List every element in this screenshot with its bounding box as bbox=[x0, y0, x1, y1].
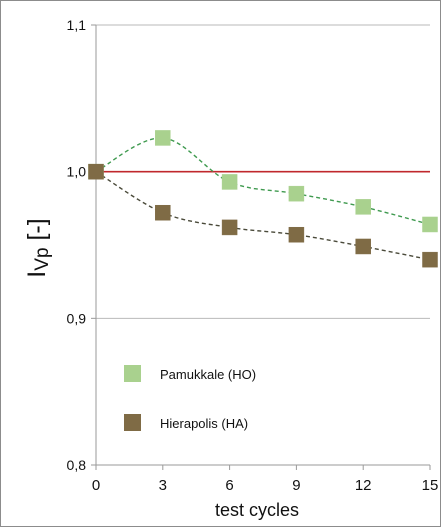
x-tick-label: 9 bbox=[292, 477, 300, 494]
legend-marker bbox=[124, 365, 141, 382]
data-point bbox=[88, 164, 104, 180]
x-tick-label: 6 bbox=[225, 477, 233, 494]
data-markers bbox=[88, 130, 438, 268]
x-tick-label: 0 bbox=[92, 477, 100, 494]
data-point bbox=[355, 238, 371, 255]
data-point bbox=[355, 199, 371, 215]
y-tick-label: 0,9 bbox=[67, 310, 87, 326]
y-axis-label: IVp [-] bbox=[23, 218, 53, 277]
data-point bbox=[155, 204, 171, 221]
x-tick-label: 15 bbox=[422, 477, 439, 494]
data-point bbox=[221, 219, 238, 236]
y-axis-label-unit: [-] bbox=[23, 218, 51, 247]
x-tick-label: 3 bbox=[159, 477, 167, 494]
trend-line bbox=[95, 171, 431, 261]
y-tick-label: 1,0 bbox=[67, 164, 87, 180]
x-tick-label: 12 bbox=[355, 477, 372, 494]
data-point bbox=[422, 216, 438, 233]
y-axis-label-main: I bbox=[23, 271, 51, 278]
data-point bbox=[422, 251, 438, 268]
trend-line bbox=[95, 137, 431, 226]
data-point bbox=[221, 174, 238, 190]
legend-label: Pamukkale (HO) bbox=[160, 367, 256, 382]
y-axis-label-subscript: Vp bbox=[32, 247, 53, 270]
data-point bbox=[288, 185, 305, 202]
legend: Pamukkale (HO) Hierapolis (HA) bbox=[124, 365, 256, 431]
y-tick-label: 0,8 bbox=[67, 457, 87, 473]
x-axis-label: test cycles bbox=[215, 500, 299, 520]
legend-label: Hierapolis (HA) bbox=[160, 416, 248, 431]
data-point bbox=[155, 130, 171, 146]
axis-ticks: 0,8 0,9 1,0 1,1 0 3 6 9 12 15 bbox=[67, 17, 439, 494]
y-tick-label: 1,1 bbox=[67, 17, 87, 33]
data-point bbox=[288, 226, 305, 243]
trend-lines bbox=[95, 137, 431, 261]
legend-marker bbox=[124, 414, 141, 431]
